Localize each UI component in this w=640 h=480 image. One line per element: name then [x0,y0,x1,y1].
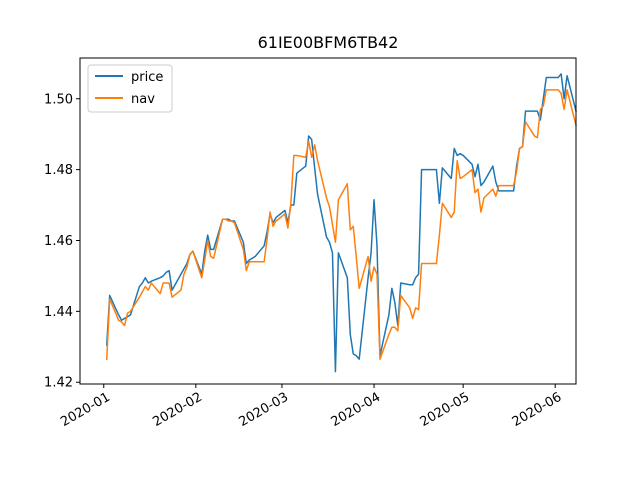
y-tick-label: 1.50 [44,92,73,107]
legend-label-price: price [131,70,163,85]
legend-label-nav: nav [131,92,155,107]
y-tick-label: 1.46 [44,234,73,249]
chart-title: 61IE00BFM6TB42 [258,33,399,52]
y-tick-label: 1.42 [44,376,73,391]
y-tick-label: 1.44 [44,305,73,320]
legend: price nav [87,64,173,113]
series-line-price [105,73,577,373]
series-line-nav [105,89,577,360]
series-layer [105,73,577,373]
plot-frame [79,57,577,385]
y-tick-label: 1.48 [44,163,73,178]
